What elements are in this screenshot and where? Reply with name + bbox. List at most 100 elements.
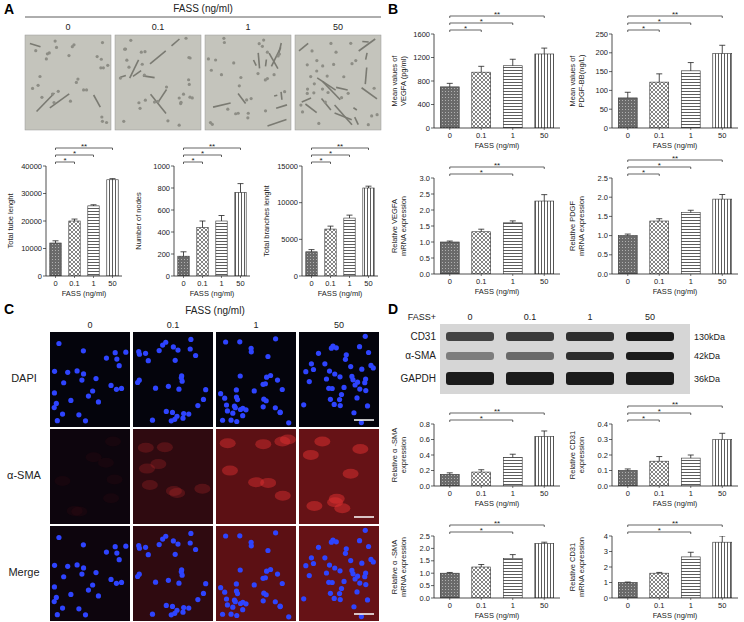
nucleus — [201, 397, 206, 402]
nucleus — [338, 403, 343, 408]
y-tick-label: 50 — [600, 105, 608, 114]
y-tick-label: 0.0 — [598, 270, 608, 279]
error-cap — [309, 249, 315, 250]
nucleus — [307, 573, 312, 578]
image-bg — [25, 35, 111, 130]
y-axis-title: Relative PDGFmRNA expression — [568, 196, 586, 256]
cell — [306, 88, 309, 91]
tube — [276, 105, 287, 108]
phase-image — [205, 35, 291, 130]
error-cap — [688, 62, 694, 63]
band-size: 130kDa — [694, 332, 725, 342]
x-tick-label: 50 — [540, 489, 548, 498]
error-cap — [656, 456, 662, 457]
tube — [279, 43, 282, 55]
x-axis-title: FASS (ng/ml) — [653, 611, 698, 620]
y-tick — [609, 109, 612, 110]
y-tick — [609, 235, 612, 236]
nucleus — [224, 402, 229, 407]
y-tick-label: 0.3 — [598, 435, 608, 444]
significance-label: * — [201, 149, 204, 158]
nucleus — [351, 604, 356, 609]
y-tick — [431, 104, 434, 105]
nucleus — [311, 367, 316, 372]
cell — [119, 76, 122, 79]
bars — [178, 184, 246, 276]
nucleus — [180, 573, 185, 578]
cell — [101, 41, 104, 44]
nucleus — [273, 599, 278, 604]
tube — [94, 95, 101, 107]
significance-label: ** — [672, 154, 678, 163]
y-tick — [609, 598, 612, 599]
significance-label: * — [480, 526, 483, 535]
error-stem — [722, 536, 723, 542]
nucleus — [137, 352, 142, 357]
fluorescence-image — [50, 332, 130, 427]
error-cap — [688, 455, 694, 456]
y-tick — [431, 34, 434, 35]
nucleus — [228, 418, 233, 423]
nucleus — [357, 386, 362, 391]
cell — [220, 73, 223, 76]
bars — [618, 536, 731, 598]
error-cap — [625, 582, 631, 583]
nucleus — [96, 593, 101, 598]
condition-label: 0.1 — [152, 22, 165, 32]
red-fiber — [306, 501, 322, 511]
y-tick-label: 150 — [595, 67, 608, 76]
bar — [88, 206, 99, 276]
y-tick — [609, 582, 612, 583]
nucleus — [363, 582, 368, 587]
cell — [137, 101, 140, 104]
y-axis — [302, 166, 303, 276]
error-cap — [688, 210, 694, 211]
error-stem — [330, 226, 331, 229]
image-bg — [216, 526, 296, 621]
nucleus — [222, 396, 227, 401]
y-tick-label: 1.5 — [420, 556, 430, 565]
nucleus — [273, 336, 278, 341]
bar-chart: 0200400600800100000.1150FASS (ng/ml)Numb… — [134, 142, 250, 299]
x-axis-title: FASS (ng/ml) — [62, 289, 107, 298]
nucleus — [363, 376, 368, 381]
y-axis-title-line: mRNA expression — [577, 537, 586, 597]
tube — [317, 78, 335, 90]
nucleus — [96, 399, 101, 404]
nucleus — [338, 597, 343, 602]
tube — [323, 82, 340, 100]
nucleus — [368, 557, 373, 562]
nucleus — [203, 581, 208, 586]
error-cap — [625, 92, 631, 93]
bar — [681, 71, 700, 128]
nucleus — [188, 346, 193, 351]
x-tick-label: 1 — [511, 277, 515, 286]
bar — [681, 458, 700, 486]
x-tick-label: 1 — [689, 489, 693, 498]
error-bar — [541, 431, 547, 436]
error-stem — [659, 457, 660, 462]
significance: * — [184, 156, 203, 165]
y-tick-label: 1.5 — [420, 222, 430, 231]
nucleus — [173, 552, 178, 557]
nucleus — [228, 612, 233, 617]
y-tick-label: 400 — [417, 100, 430, 109]
nucleus — [273, 530, 278, 535]
nucleus — [186, 605, 191, 610]
nucleus — [153, 386, 158, 391]
significance-label: ** — [672, 400, 678, 409]
fluorescence-image — [133, 526, 213, 621]
y-tick-label: 0.2 — [598, 451, 608, 460]
error-cap — [719, 433, 725, 434]
tube — [366, 53, 367, 60]
bar — [440, 573, 459, 598]
error-cap — [110, 178, 116, 179]
nucleus — [234, 394, 239, 399]
x-tick-label: 50 — [364, 279, 372, 288]
cell — [234, 112, 237, 115]
x-tick-label: 50 — [718, 601, 726, 610]
cell — [67, 54, 70, 57]
nucleus — [343, 357, 348, 362]
nucleus — [203, 387, 208, 392]
bars — [440, 542, 553, 598]
